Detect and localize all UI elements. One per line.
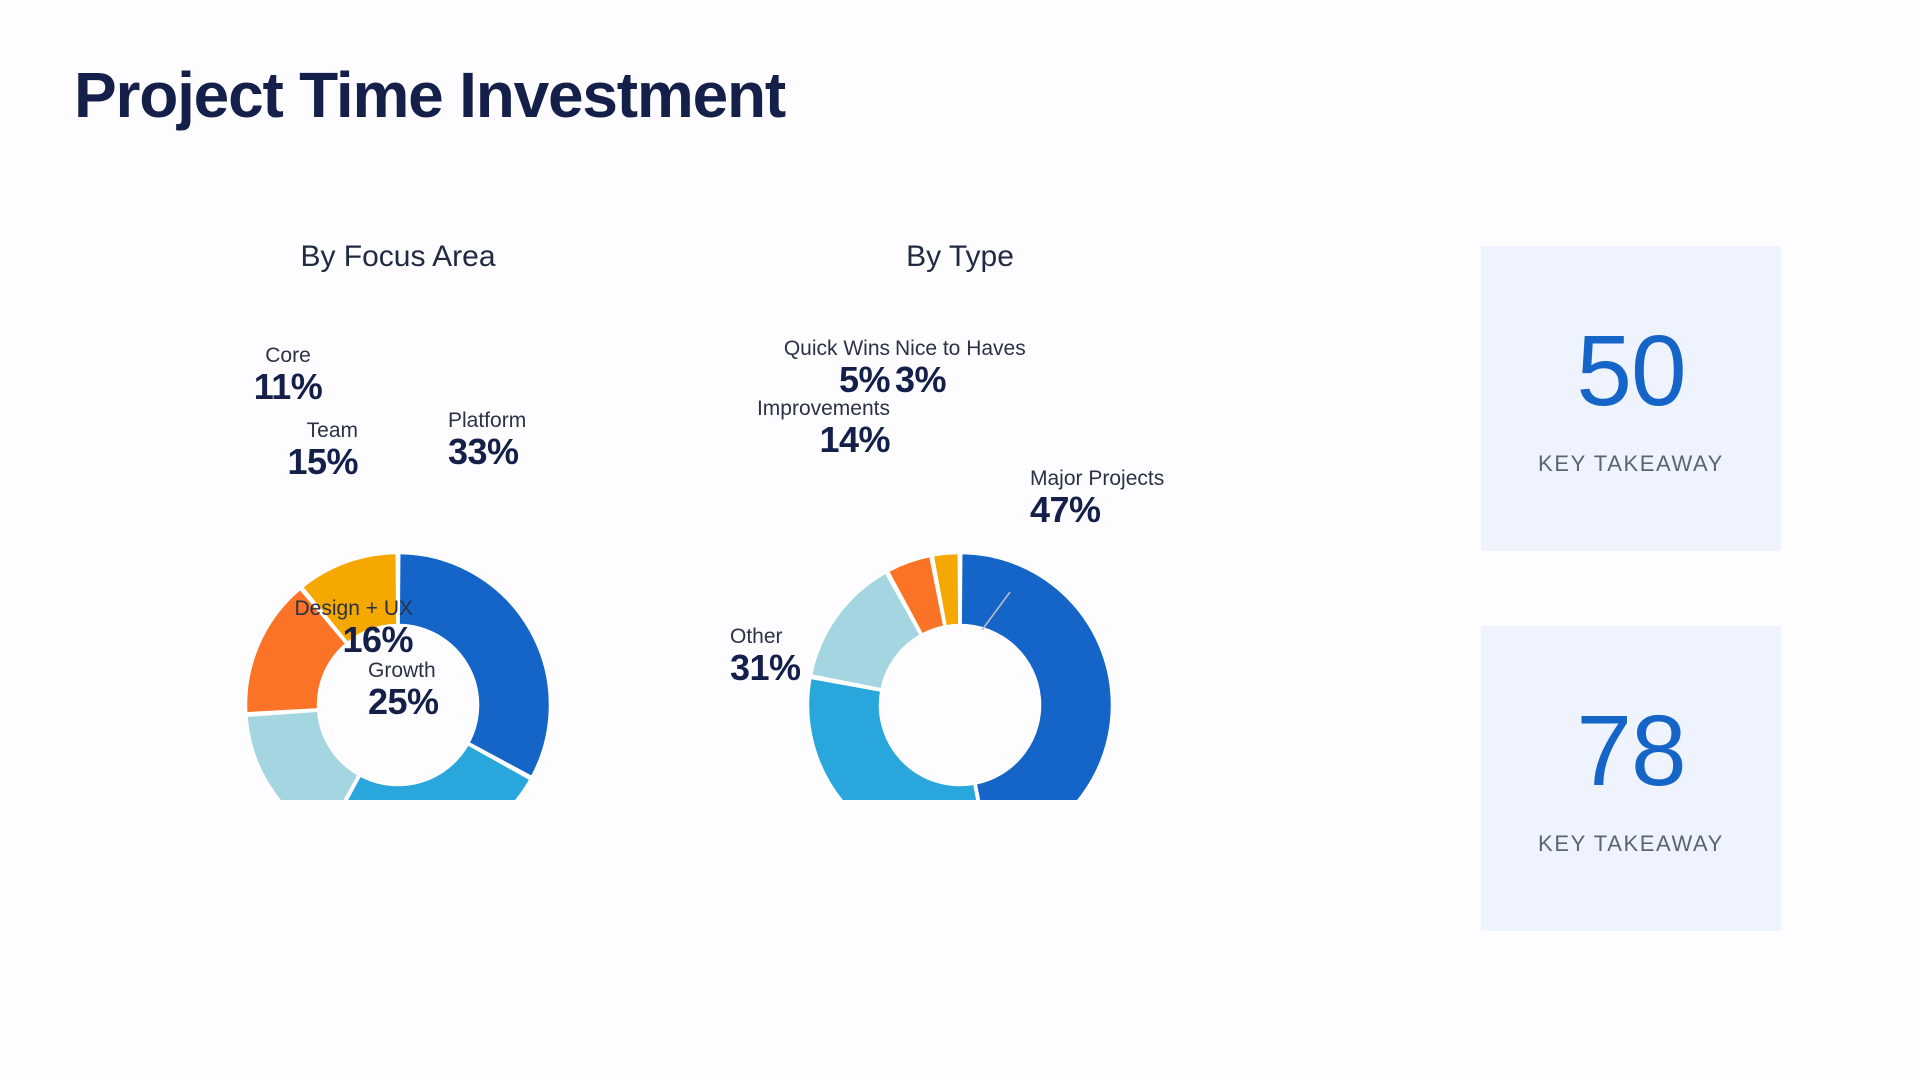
kpi-card-1[interactable]: 50 KEY TAKEAWAY	[1481, 246, 1781, 551]
slice-name-platform: Platform	[448, 409, 527, 432]
donut-slice[interactable]	[959, 551, 1114, 856]
slice-label-design-ux: Design + UX 16%	[113, 597, 414, 660]
slice-pct-design-ux: 16%	[342, 618, 413, 660]
slice-name-nice-to-haves: Nice to Haves	[895, 337, 1026, 360]
slice-pct-nice-to-haves: 3%	[895, 358, 947, 400]
slice-label-team: Team 15%	[58, 419, 358, 482]
slice-pct-quick-wins: 5%	[838, 358, 891, 400]
slice-label-platform: Platform 33%	[448, 409, 527, 472]
slice-pct-team: 15%	[287, 440, 358, 482]
slice-pct-platform: 33%	[448, 430, 519, 472]
donut-slice[interactable]	[806, 676, 989, 859]
donut-slice[interactable]	[245, 709, 361, 840]
leader-line-nice-to-haves	[981, 591, 1011, 631]
slice-name-other: Other	[730, 625, 783, 648]
slice-label-growth: Growth 25%	[368, 659, 439, 722]
slice-name-growth: Growth	[368, 659, 436, 682]
slice-label-core: Core 11%	[168, 344, 408, 407]
slice-name-team: Team	[306, 419, 358, 442]
slice-name-core: Core	[265, 344, 311, 367]
kpi-label-2: KEY TAKEAWAY	[1538, 830, 1724, 856]
donut-slice[interactable]	[397, 551, 552, 779]
donut-slice[interactable]	[300, 551, 399, 645]
slice-label-major-projects: Major Projects 47%	[1030, 467, 1165, 530]
kpi-value-1: 50	[1576, 314, 1686, 427]
donut-slice[interactable]	[809, 570, 923, 691]
slice-pct-growth: 25%	[368, 680, 439, 722]
slice-label-improvements: Improvements 14%	[590, 397, 891, 460]
donut-slice[interactable]	[244, 586, 349, 715]
chart-title-focus-area: By Focus Area	[300, 240, 496, 273]
kpi-card-2[interactable]: 78 KEY TAKEAWAY	[1481, 626, 1781, 931]
donut-svg-by-type	[806, 551, 1114, 859]
slice-label-nice-to-haves: Nice to Haves 3%	[895, 337, 1026, 400]
chart-panel-by-type: By Type Major Projects 47% Other 31% Imp…	[710, 240, 1210, 859]
slice-label-other: Other 31%	[730, 625, 801, 688]
slice-name-major-projects: Major Projects	[1030, 467, 1165, 490]
chart-title-by-type: By Type	[906, 240, 1014, 273]
slice-label-quick-wins: Quick Wins 5%	[690, 337, 891, 400]
donut-chart-by-type	[710, 300, 1210, 859]
donut-slice[interactable]	[886, 554, 946, 637]
page-title: Project Time Investment	[74, 59, 786, 131]
kpi-value-2: 78	[1576, 694, 1686, 807]
slice-pct-other: 31%	[730, 646, 801, 688]
kpi-label-1: KEY TAKEAWAY	[1538, 450, 1724, 476]
slice-pct-major-projects: 47%	[1030, 488, 1101, 530]
slice-name-quick-wins: Quick Wins	[783, 337, 890, 360]
slice-pct-improvements: 14%	[819, 418, 890, 460]
donut-slice[interactable]	[931, 551, 961, 628]
slice-name-design-ux: Design + UX	[294, 597, 413, 620]
slice-pct-core: 11%	[253, 365, 323, 407]
slice-name-improvements: Improvements	[756, 397, 890, 420]
chart-panel-focus-area: By Focus Area Platform 33% Growth 25% De…	[148, 240, 648, 859]
